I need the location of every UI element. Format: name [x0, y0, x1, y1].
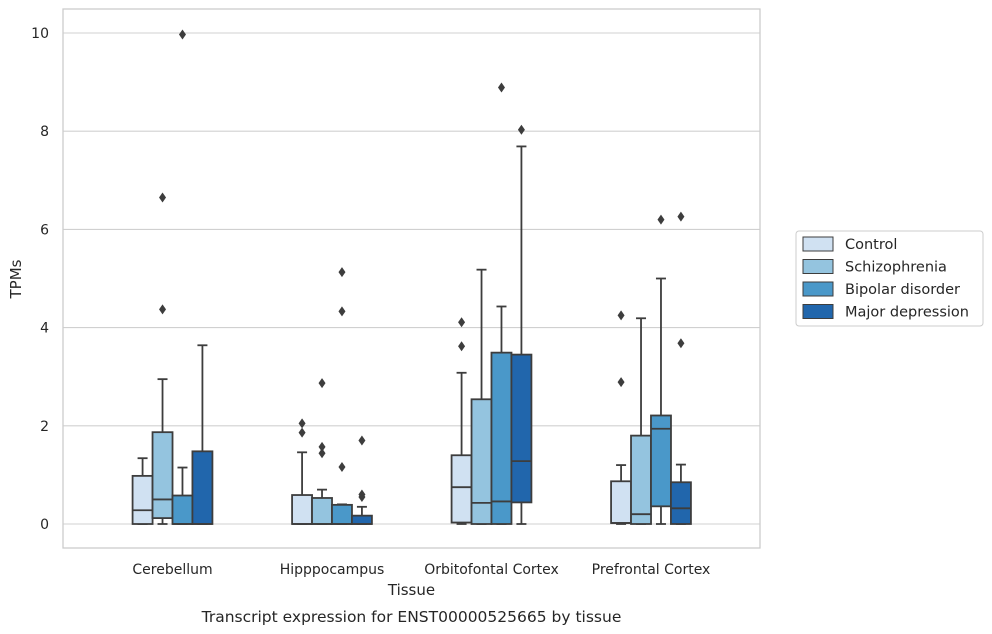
box-major-depression	[191, 344, 214, 525]
y-tick-label: 0	[40, 517, 49, 533]
box-body	[151, 431, 174, 520]
box-major-depression	[670, 211, 692, 525]
box-body	[450, 454, 473, 524]
outlier-point	[338, 267, 346, 278]
x-axis-label: Tissue	[387, 581, 435, 599]
legend: Control Schizophrenia Bipolar disorder Majo…	[795, 230, 984, 327]
outlier-point	[497, 82, 505, 93]
box-body	[351, 514, 373, 525]
outlier-point	[318, 378, 326, 389]
outlier-point	[677, 211, 685, 222]
box-control	[291, 418, 313, 525]
outlier-point	[458, 317, 466, 328]
x-axis-tick-labels: Cerebellum Hipppocampus Orbitofontal Corte…	[132, 562, 710, 578]
outlier-point	[617, 310, 625, 321]
box-body	[331, 503, 353, 525]
y-tick-label: 6	[40, 222, 49, 238]
outlier-point	[298, 427, 306, 438]
legend-swatch	[802, 259, 834, 274]
box-body	[131, 474, 154, 525]
box-body	[291, 494, 313, 525]
outlier-point	[178, 29, 186, 40]
y-tick-label: 10	[31, 26, 49, 42]
box-bipolar-disorder	[650, 214, 672, 525]
x-tick-label: Prefrontal Cortex	[592, 562, 711, 578]
box-body	[510, 353, 533, 504]
chart-caption: Transcript expression for ENST0000052566…	[201, 608, 622, 626]
outlier-point	[298, 418, 306, 429]
legend-swatch	[802, 304, 834, 319]
box-body	[490, 351, 513, 525]
legend-label: Control	[845, 237, 897, 253]
box-body	[311, 497, 333, 525]
outlier-point	[159, 304, 167, 315]
box-series	[131, 29, 692, 525]
box-schizophrenia	[151, 192, 174, 525]
box-control	[610, 310, 632, 525]
box-body	[191, 450, 214, 525]
y-axis-label: TPMs	[7, 259, 25, 299]
box-major-depression	[351, 435, 373, 525]
legend-swatch	[802, 281, 834, 297]
x-tick-label: Cerebellum	[132, 562, 212, 578]
outlier-point	[318, 441, 326, 452]
y-tick-label: 2	[40, 419, 49, 435]
outlier-point	[517, 124, 525, 135]
box-body	[610, 480, 632, 524]
outlier-point	[338, 306, 346, 317]
box-body	[670, 481, 692, 525]
box-control	[131, 457, 154, 525]
outlier-point	[458, 341, 466, 352]
outlier-point	[358, 435, 366, 446]
box-control	[450, 317, 473, 525]
outlier-point	[358, 489, 366, 500]
y-tick-label: 8	[40, 124, 49, 140]
outlier-point	[657, 214, 665, 225]
legend-label: Schizophrenia	[845, 260, 947, 276]
outlier-point	[338, 462, 346, 473]
plot-frame	[62, 8, 761, 549]
box-body	[650, 414, 672, 508]
outlier-point	[318, 448, 326, 459]
box-bipolar-disorder	[331, 267, 353, 525]
box-body	[630, 434, 652, 525]
x-tick-label: Hipppocampus	[280, 562, 385, 578]
legend-label: Bipolar disorder	[845, 282, 960, 298]
legend-frame	[795, 230, 984, 327]
outlier-point	[159, 192, 167, 203]
outlier-point	[617, 377, 625, 388]
box-schizophrenia	[311, 378, 333, 525]
box-major-depression	[510, 124, 533, 525]
outlier-point	[677, 338, 685, 349]
y-axis-tick-labels: 0 2 4 6 8 10	[31, 26, 49, 533]
box-body	[470, 398, 493, 525]
legend-label: Major depression	[845, 305, 969, 321]
y-tick-label: 4	[40, 321, 49, 337]
box-body	[171, 494, 194, 525]
x-tick-label: Orbitofontal Cortex	[424, 562, 559, 578]
legend-swatch	[802, 236, 834, 252]
